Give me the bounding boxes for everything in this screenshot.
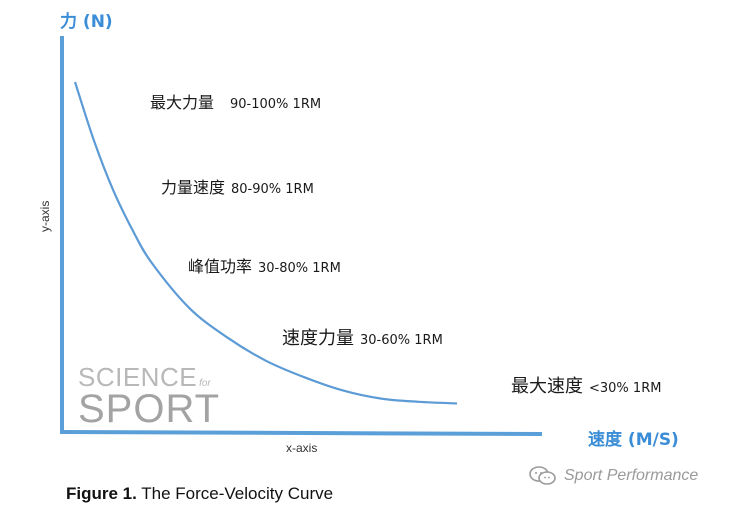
annotation-label: 最大力量	[150, 93, 215, 112]
annotation-label: 力量速度	[161, 178, 226, 197]
y-axis-label: y-axis	[38, 200, 52, 232]
y-axis-title: 力 (N)	[60, 12, 113, 32]
annotation-peak-power: 峰值功率 30-80% 1RM	[188, 253, 341, 277]
figure-caption: Figure 1. The Force-Velocity Curve	[66, 484, 333, 504]
wechat-icon	[529, 466, 556, 485]
caption-text: The Force-Velocity Curve	[136, 484, 334, 503]
annotation-strength-speed: 力量速度 80-90% 1RM	[161, 174, 314, 198]
annotation-label: 速度力量	[282, 328, 354, 349]
x-axis-label: x-axis	[286, 441, 318, 455]
curve-group	[73, 81, 458, 405]
force-velocity-curve	[73, 81, 458, 405]
caption-label: Figure 1.	[66, 484, 137, 503]
logo-science: SCIENCE	[78, 362, 198, 392]
axes	[59, 36, 543, 436]
annotation-percent: 30-60% 1RM	[360, 333, 443, 348]
watermark: Sport Performance	[528, 465, 698, 487]
annotation-label: 峰值功率	[188, 257, 253, 276]
logo-sport: SPORT	[78, 387, 221, 431]
x-axis-title: 速度 (M/S)	[588, 430, 679, 450]
annotation-speed-strength: 速度力量 30-60% 1RM	[282, 324, 443, 350]
x-axis-line	[59, 430, 543, 436]
watermark-text: Sport Performance	[564, 467, 699, 484]
science-for-sport-logo: SCIENCE for SPORT	[78, 362, 220, 432]
annotation-max-strength: 最大力量 90-100% 1RM	[150, 89, 321, 113]
logo-for: for	[199, 378, 211, 389]
annotation-label: 最大速度	[511, 376, 583, 397]
annotation-percent: 90-100% 1RM	[230, 97, 322, 112]
annotation-percent: 30-80% 1RM	[258, 261, 341, 276]
annotation-percent: 80-90% 1RM	[231, 182, 314, 197]
annotation-percent: <30% 1RM	[589, 381, 662, 396]
annotation-max-speed: 最大速度 <30% 1RM	[511, 372, 661, 398]
